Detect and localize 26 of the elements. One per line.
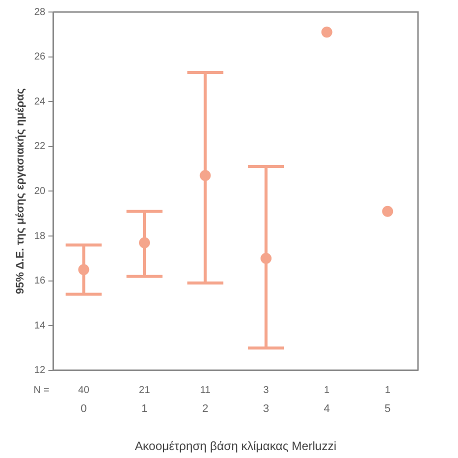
text: 21 xyxy=(138,385,150,396)
y-tick-label: 26 xyxy=(34,52,46,63)
y-tick-label: 16 xyxy=(34,276,46,287)
x-tick-label: 5 xyxy=(384,403,391,416)
x-axis-title: Ακοομέτρηση βάση κλίμακας Merluzzi xyxy=(134,439,336,454)
point xyxy=(382,206,394,217)
text: 1 xyxy=(384,385,391,396)
text: N = xyxy=(33,385,50,396)
point xyxy=(321,26,332,38)
x-tick-label: 4 xyxy=(324,403,330,416)
y-tick-label: 12 xyxy=(34,365,46,376)
y-tick-label: 22 xyxy=(34,141,46,152)
text: 40 xyxy=(78,385,90,396)
y-tick-label: 28 xyxy=(34,6,46,18)
text: 3 xyxy=(263,385,270,396)
x-tick-label: 0 xyxy=(80,403,87,416)
y-tick-label: 14 xyxy=(34,320,46,332)
y-axis-title: 95% Δ.Ε. της μέσης εργασιακής ημέρας xyxy=(14,88,27,294)
x-tick-label: 3 xyxy=(262,403,270,416)
x-tick-label: 1 xyxy=(141,403,148,416)
text: 11 xyxy=(200,385,211,396)
x-tick-label: 2 xyxy=(202,403,208,416)
y-tick-label: 20 xyxy=(34,186,46,197)
y-tick-label: 24 xyxy=(34,96,46,108)
y-tick-label: 18 xyxy=(34,230,46,242)
text: 1 xyxy=(324,385,330,396)
